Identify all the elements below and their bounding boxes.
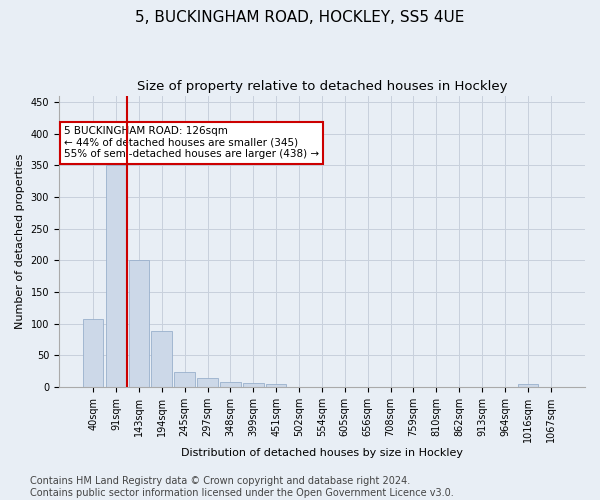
- Bar: [151, 331, 172, 387]
- Bar: [518, 384, 538, 387]
- Bar: [106, 165, 126, 387]
- X-axis label: Distribution of detached houses by size in Hockley: Distribution of detached houses by size …: [181, 448, 463, 458]
- Bar: [83, 319, 103, 387]
- Text: 5, BUCKINGHAM ROAD, HOCKLEY, SS5 4UE: 5, BUCKINGHAM ROAD, HOCKLEY, SS5 4UE: [136, 10, 464, 25]
- Bar: [266, 384, 286, 387]
- Bar: [175, 372, 195, 387]
- Bar: [197, 378, 218, 387]
- Y-axis label: Number of detached properties: Number of detached properties: [15, 154, 25, 329]
- Bar: [243, 383, 263, 387]
- Title: Size of property relative to detached houses in Hockley: Size of property relative to detached ho…: [137, 80, 507, 93]
- Bar: [220, 382, 241, 387]
- Bar: [128, 260, 149, 387]
- Text: Contains HM Land Registry data © Crown copyright and database right 2024.
Contai: Contains HM Land Registry data © Crown c…: [30, 476, 454, 498]
- Text: 5 BUCKINGHAM ROAD: 126sqm
← 44% of detached houses are smaller (345)
55% of semi: 5 BUCKINGHAM ROAD: 126sqm ← 44% of detac…: [64, 126, 319, 160]
